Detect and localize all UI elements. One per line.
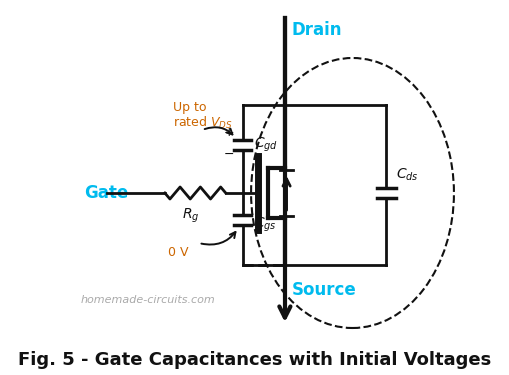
Text: $R_g$: $R_g$ bbox=[182, 207, 200, 225]
Text: $C_{gd}$: $C_{gd}$ bbox=[254, 136, 278, 154]
Text: $C_{gs}$: $C_{gs}$ bbox=[254, 216, 277, 234]
Text: Gate: Gate bbox=[83, 184, 128, 202]
Text: −: − bbox=[224, 147, 234, 160]
Text: Up to: Up to bbox=[174, 102, 207, 114]
Text: 0 V: 0 V bbox=[168, 246, 189, 258]
Text: Fig. 5 - Gate Capacitances with Initial Voltages: Fig. 5 - Gate Capacitances with Initial … bbox=[18, 351, 491, 369]
Text: Source: Source bbox=[292, 281, 356, 299]
Text: $C_{ds}$: $C_{ds}$ bbox=[397, 167, 419, 183]
Text: +: + bbox=[224, 126, 235, 140]
Text: Drain: Drain bbox=[292, 21, 342, 39]
Text: rated $V_{DS}$: rated $V_{DS}$ bbox=[174, 115, 233, 131]
Text: homemade-circuits.com: homemade-circuits.com bbox=[80, 295, 215, 305]
